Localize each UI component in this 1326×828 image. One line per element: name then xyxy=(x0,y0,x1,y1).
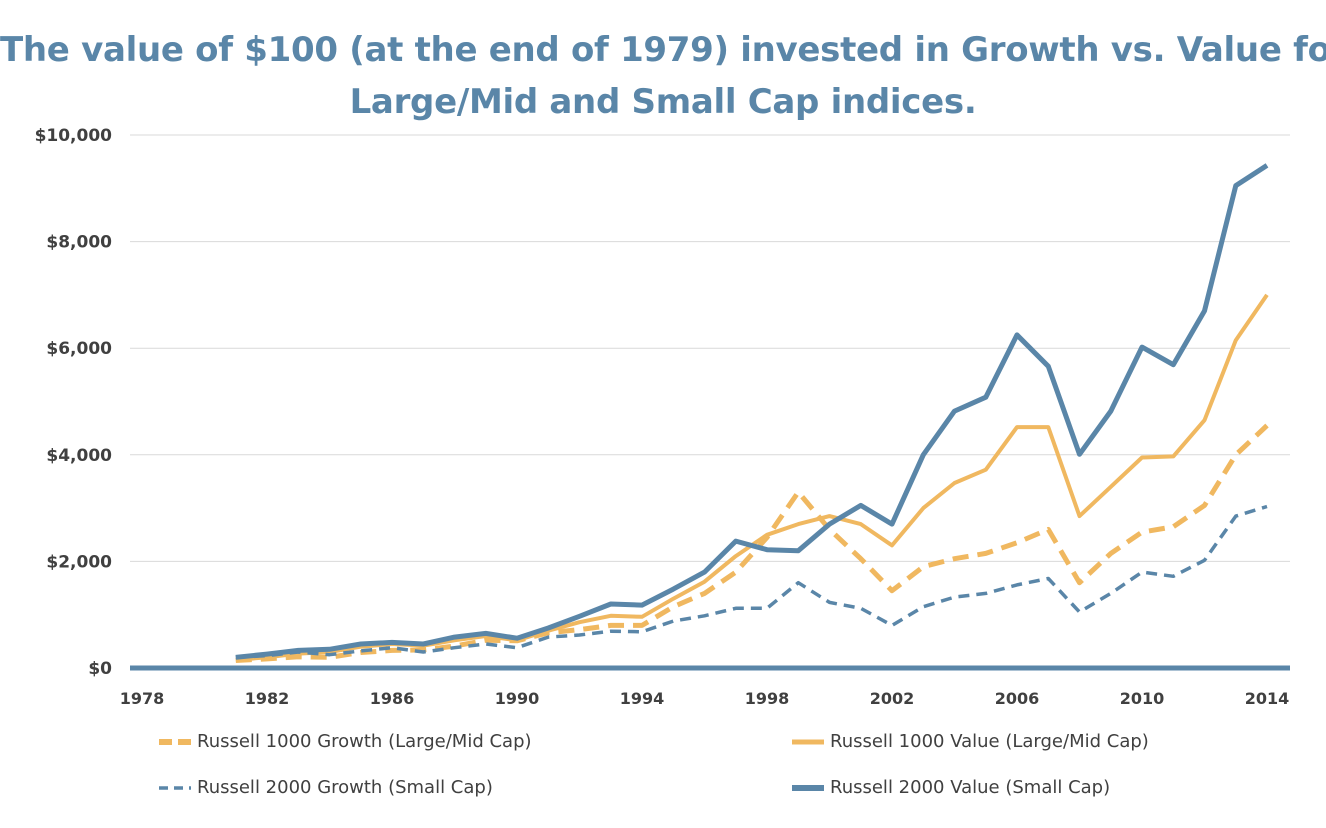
series-lines xyxy=(235,163,1269,663)
series-line-4 xyxy=(235,163,1269,660)
series-line-3 xyxy=(235,504,1268,660)
chart-title-line-1: The value of $100 (at the end of 1979) i… xyxy=(0,30,1326,70)
y-tick-label: $10,000 xyxy=(35,126,113,146)
y-tick-label: $8,000 xyxy=(46,233,112,253)
series-line-2 xyxy=(235,293,1269,662)
x-axis-ticks: 1978 1982 1986 1990 1994 1998 2002 2006 2010 2014 xyxy=(120,689,1290,708)
chart-title-line-2: Large/Mid and Small Cap indices. xyxy=(349,82,977,122)
y-axis-ticks: $0 $2,000 $4,000 $6,000 $8,000 $10,000 xyxy=(35,126,113,679)
y-tick-label: $4,000 xyxy=(46,446,112,466)
x-tick-label: 1998 xyxy=(745,689,790,708)
y-tick-label: $2,000 xyxy=(46,552,112,572)
x-tick-label: 1978 xyxy=(120,689,165,708)
x-tick-label: 1994 xyxy=(620,689,665,708)
series-line-1 xyxy=(235,423,1269,663)
y-tick-label: $6,000 xyxy=(46,339,112,359)
chart-title: The value of $100 (at the end of 1979) i… xyxy=(0,24,1326,128)
y-tick-label: $0 xyxy=(88,659,112,679)
x-tick-label: 2006 xyxy=(995,689,1040,708)
x-tick-label: 2002 xyxy=(870,689,915,708)
x-tick-label: 1982 xyxy=(245,689,290,708)
x-tick-label: 2010 xyxy=(1120,689,1165,708)
x-tick-label: 2014 xyxy=(1245,689,1290,708)
x-tick-label: 1986 xyxy=(370,689,415,708)
x-tick-label: 1990 xyxy=(495,689,540,708)
gridlines xyxy=(130,134,1290,562)
